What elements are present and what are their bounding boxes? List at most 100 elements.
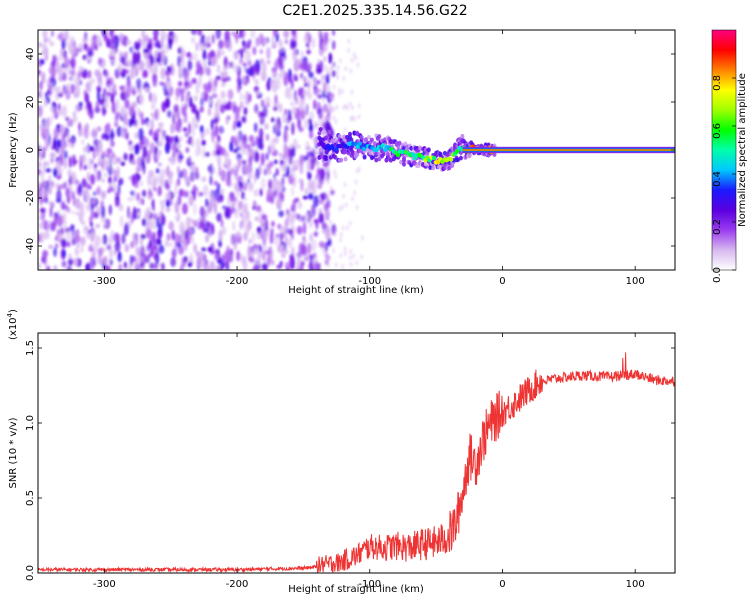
spectrogram-cell — [165, 191, 172, 201]
spectrogram-cell — [128, 175, 133, 181]
spectrogram-cell — [95, 35, 102, 47]
spectrogram-cell — [199, 106, 204, 113]
spectrogram-cell — [217, 49, 221, 59]
spectrogram-cell — [82, 146, 88, 153]
spectrogram-cell — [123, 261, 128, 269]
spectrogram-cell — [179, 136, 183, 143]
spectrogram-cell — [87, 184, 93, 190]
spectrogram-cell — [101, 236, 105, 245]
spectrogram-cell — [317, 88, 321, 94]
spectrogram-cell — [220, 169, 227, 182]
spectrogram-cell — [176, 177, 181, 187]
spectrogram-cell — [133, 65, 138, 74]
spectrogram-cell — [38, 149, 43, 163]
spectrogram-cell — [152, 221, 158, 230]
spectrogram-cell — [265, 152, 269, 161]
spectrogram-cell — [284, 218, 290, 228]
spectrogram-cell — [60, 48, 64, 57]
spectrogram-cell — [198, 74, 202, 88]
spectrogram-cell — [119, 85, 124, 91]
x-tick-label: -300 — [93, 579, 116, 590]
spectrogram-cell — [329, 220, 332, 226]
spectrogram-cell — [70, 224, 75, 231]
spectrogram-cell — [70, 58, 75, 66]
spectrogram-cell — [206, 205, 213, 214]
spectrogram-cell — [327, 262, 330, 268]
spectrogram-cell — [199, 125, 204, 133]
spectrogram-cell — [150, 102, 156, 111]
colorbar-tick-label: 0.8 — [712, 75, 723, 91]
spectrogram-cell — [254, 151, 260, 163]
spectrogram-cell — [332, 106, 336, 112]
spectrogram-cell — [232, 200, 237, 207]
spectrogram-cell — [167, 170, 174, 179]
spectrogram-cell — [285, 165, 291, 176]
spectrogram-cell — [132, 90, 136, 96]
spectrogram-cell — [52, 168, 58, 176]
spectrogram-cell — [224, 152, 230, 158]
spectrogram-cell — [254, 216, 261, 222]
spectrogram-cell — [158, 238, 162, 245]
spectrogram-carrier-band — [462, 149, 675, 151]
snr-scale-note: (x104) — [6, 309, 19, 340]
spectrogram-cell — [65, 89, 71, 100]
spectrogram-cell — [134, 263, 138, 270]
spectrogram-cell — [44, 251, 49, 256]
spectrogram-cell — [183, 190, 189, 198]
spectrogram-cell — [267, 145, 271, 155]
spectrogram-cell — [146, 173, 152, 187]
snr-y-label: SNR (10 * v/v) — [8, 417, 19, 488]
spectrogram-cell — [65, 142, 72, 148]
spectrogram-cell — [200, 216, 207, 226]
spectrogram-cell — [369, 137, 374, 143]
spectrogram-cell — [342, 193, 345, 199]
spectrogram-cell — [177, 81, 183, 87]
spectrogram-cell — [135, 246, 141, 257]
spectrogram-cell — [357, 114, 361, 120]
spectrogram-cell — [100, 178, 106, 183]
spectrogram-cell — [320, 193, 326, 201]
x-tick-label: 0 — [499, 276, 505, 287]
spectrogram-cell — [278, 210, 285, 218]
spectrogram-cell — [137, 174, 141, 182]
spectrogram-x-ticks: -300 -200 -100 0 100 — [93, 30, 645, 287]
spectrogram-cell — [136, 51, 141, 64]
spectrogram-cell — [341, 263, 344, 269]
spectrogram-cell — [339, 253, 343, 259]
spectrogram-cell — [165, 207, 171, 212]
spectrogram-cell — [187, 59, 193, 71]
spectrogram-cell — [286, 267, 290, 270]
x-tick-label: 0 — [499, 579, 505, 590]
spectrogram-cell — [128, 105, 135, 116]
spectrogram-cell — [291, 256, 295, 270]
spectrogram-cell — [261, 244, 268, 251]
spectrogram-cell — [198, 66, 204, 76]
spectrogram-cell — [182, 127, 188, 132]
spectrogram-cell — [86, 56, 92, 61]
spectrogram-cell — [238, 30, 244, 39]
spectrogram-cell — [174, 33, 178, 44]
spectrogram-cell — [176, 242, 181, 248]
spectrogram-cell — [229, 141, 234, 153]
spectrogram-cell — [318, 241, 325, 248]
spectrogram-cell — [61, 249, 66, 258]
spectrogram-cell — [114, 68, 120, 79]
spectrogram-cell — [291, 160, 296, 173]
spectrogram-cell — [81, 139, 85, 145]
spectrogram-cell — [224, 103, 231, 110]
spectrogram-cell — [129, 254, 134, 267]
spectrogram-cell — [285, 227, 290, 235]
spectrogram-cell — [167, 39, 172, 50]
spectrogram-cell — [336, 75, 339, 81]
spectrogram-cell — [274, 136, 279, 144]
spectrogram-cell — [290, 247, 295, 255]
spectrogram-cell — [220, 90, 226, 99]
spectrogram-cell — [341, 204, 344, 210]
spectrogram-cell — [104, 219, 108, 230]
colorbar-tick-label: 0.0 — [712, 267, 723, 283]
spectrogram-cell — [124, 98, 130, 109]
spectrogram-cell — [361, 146, 367, 152]
spectrogram-cell — [272, 30, 278, 38]
spectrogram-cell — [349, 248, 352, 254]
spectrogram-cell — [284, 108, 287, 116]
